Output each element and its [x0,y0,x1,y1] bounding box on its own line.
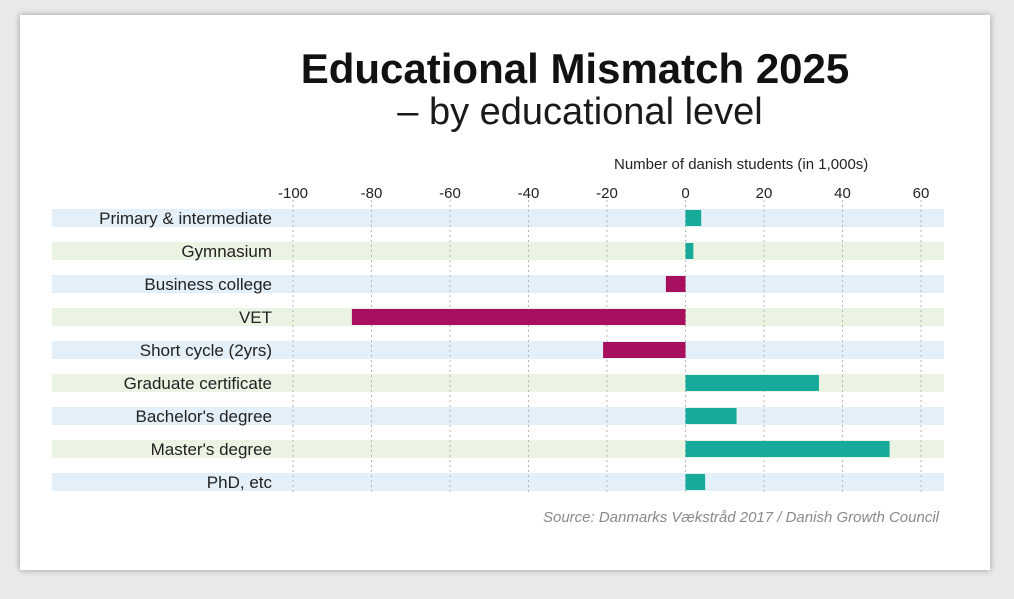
row-stripe [52,341,944,359]
category-label: PhD, etc [207,473,273,492]
x-tick-label: 20 [756,185,773,202]
category-label: Bachelor's degree [136,407,273,426]
category-labels: Primary & intermediate Gymnasium Business … [99,209,272,492]
category-label: VET [239,308,272,327]
row-stripe [52,209,944,227]
x-tick-label: -100 [278,185,308,202]
bar [685,210,702,226]
x-tick-label: 60 [913,185,930,202]
category-label: Master's degree [151,440,272,459]
row-stripe [52,473,944,491]
x-tick-label: 40 [834,185,851,202]
category-label: Primary & intermediate [99,209,272,228]
x-tick-label: -60 [439,185,461,202]
x-axis-title: Number of danish students (in 1,000s) [614,156,869,173]
category-label: Short cycle (2yrs) [140,341,272,360]
bars [351,210,890,490]
bar [665,276,686,292]
bar [685,243,694,259]
row-stripe [52,275,944,293]
bar [351,309,686,325]
chart-title: Educational Mismatch 2025 [300,45,850,92]
x-tick-labels: -100 -80 -60 -40 -20 0 20 40 60 [278,185,929,202]
bar [603,342,686,358]
x-tick-label: -80 [361,185,383,202]
row-stripe [52,242,944,260]
x-tick-label: 0 [681,185,689,202]
bar [685,375,819,391]
row-stripes [52,209,944,491]
x-tick-label: -20 [596,185,618,202]
category-label: Business college [144,275,272,294]
bar [685,441,890,457]
bar [685,474,706,490]
chart-subtitle: – by educational level [397,91,763,133]
bar [685,408,737,424]
category-label: Graduate certificate [124,374,272,393]
source-note: Source: Danmarks Vækstråd 2017 / Danish … [542,509,939,526]
x-tick-label: -40 [518,185,540,202]
category-label: Gymnasium [181,242,272,261]
